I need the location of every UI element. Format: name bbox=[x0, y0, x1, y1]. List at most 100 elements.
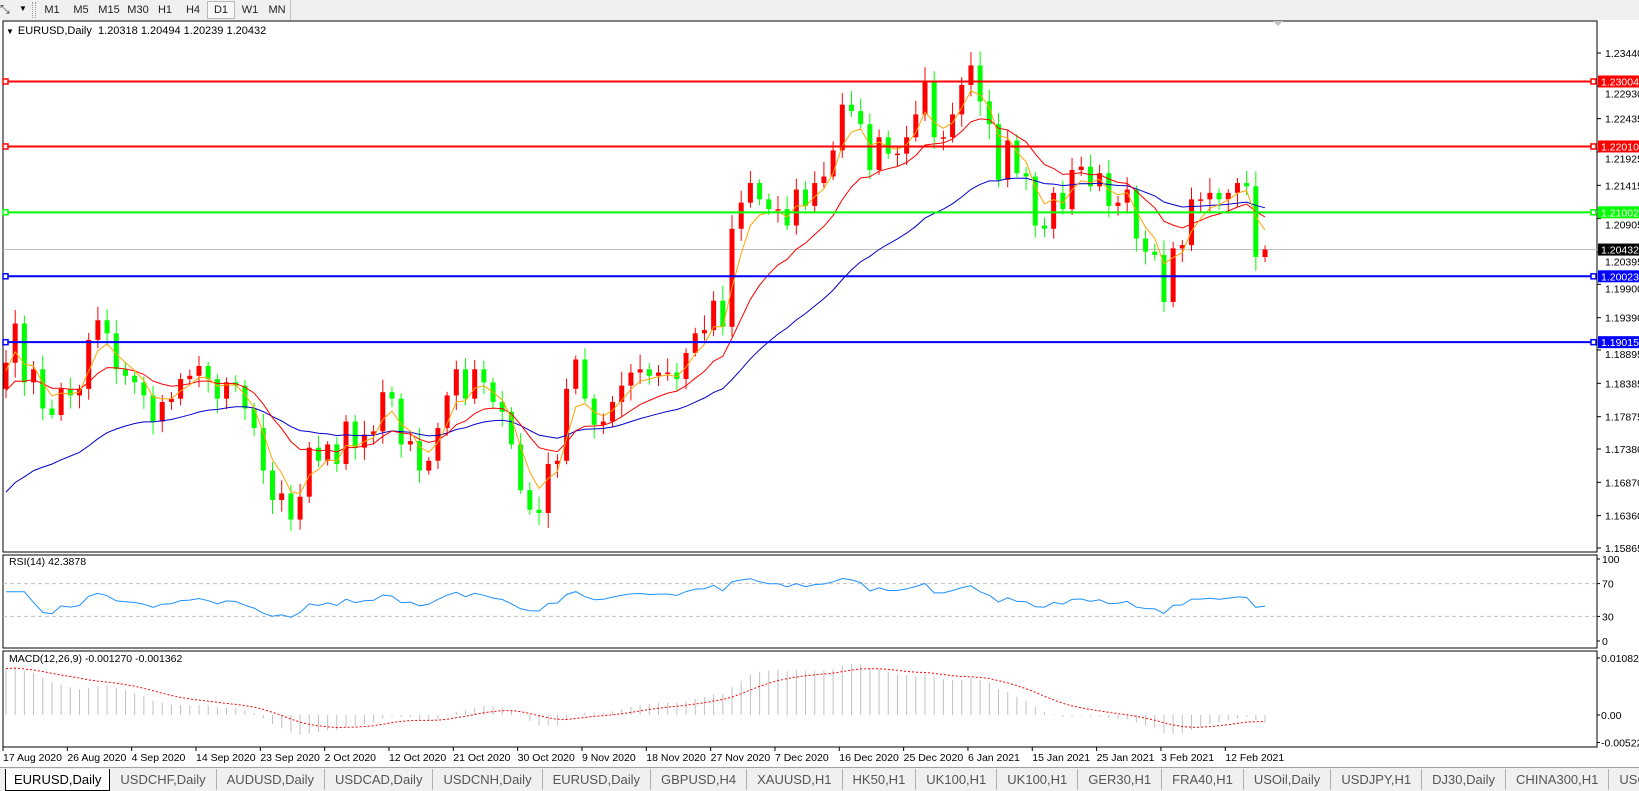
candle bbox=[518, 433, 524, 494]
candle-body bbox=[113, 333, 119, 370]
candle-body bbox=[224, 382, 230, 399]
candle bbox=[1179, 240, 1185, 263]
chart-tab[interactable]: USDCNH,Daily bbox=[433, 769, 543, 790]
timeframe-button-h1[interactable]: H1 bbox=[157, 4, 173, 16]
candle-body bbox=[894, 153, 900, 156]
chevron-down-icon[interactable]: ▼ bbox=[19, 4, 27, 13]
candle bbox=[527, 481, 533, 515]
candle bbox=[573, 355, 579, 395]
timeframe-button-h4[interactable]: H4 bbox=[185, 4, 201, 16]
candle-body bbox=[655, 372, 661, 376]
candle bbox=[655, 365, 661, 387]
candle-body bbox=[646, 369, 652, 376]
level-price-label: 1.23004 bbox=[1601, 76, 1639, 88]
candle bbox=[214, 374, 220, 414]
rsi-tick-label: 30 bbox=[1602, 611, 1614, 623]
chart-tab[interactable]: USDJPY,H1 bbox=[1331, 769, 1423, 790]
candle-body bbox=[343, 421, 349, 465]
candle bbox=[205, 361, 211, 393]
chart-window[interactable]: 1.23440 1.22930 1.22435 1.21925 1.21415 1.209… bbox=[0, 0, 1639, 767]
candle bbox=[187, 369, 193, 386]
chart-tab[interactable]: HK50,H1 bbox=[843, 769, 917, 790]
chart-tab[interactable]: GBPUSD,H4 bbox=[651, 769, 748, 790]
timeframe-button-m15[interactable]: M15 bbox=[98, 4, 120, 16]
level-price-label: 1.21002 bbox=[1601, 207, 1639, 219]
chart-tab[interactable]: FRA40,H1 bbox=[1162, 769, 1244, 790]
candle-body bbox=[536, 509, 542, 514]
candle bbox=[1253, 171, 1259, 271]
candle-body bbox=[720, 300, 726, 327]
timeframe-button-w1[interactable]: W1 bbox=[241, 4, 259, 16]
chart-tab[interactable]: GER30,H1 bbox=[1078, 769, 1163, 790]
price-tick-label: 1.23440 bbox=[1605, 48, 1639, 60]
rsi-title: RSI(14) 42.3878 bbox=[9, 556, 87, 568]
chart-tab[interactable]: CHINA300,H1 bbox=[1506, 769, 1610, 790]
candle-body bbox=[1032, 176, 1038, 226]
candle bbox=[1216, 188, 1222, 211]
candle bbox=[306, 441, 312, 503]
candle bbox=[554, 454, 560, 478]
chart-tab[interactable]: XAUUSD,H1 bbox=[747, 769, 843, 790]
candle-body bbox=[58, 388, 64, 416]
candle bbox=[168, 391, 174, 410]
chart-tab[interactable]: DJ30,Daily bbox=[1422, 769, 1507, 790]
chart-tab[interactable]: USDCAD,Daily bbox=[325, 769, 434, 790]
candle-body bbox=[554, 460, 560, 465]
timeframe-button-d1[interactable]: D1 bbox=[207, 1, 235, 19]
time-axis-label: 25 Jan 2021 bbox=[1097, 752, 1155, 764]
time-axis-label: 14 Sep 2020 bbox=[196, 752, 256, 764]
candle-body bbox=[371, 431, 377, 435]
chart-tab[interactable]: EURUSD,Daily bbox=[5, 768, 111, 791]
candle-body bbox=[132, 375, 138, 383]
chart-tab[interactable]: UK100,H1 bbox=[916, 769, 998, 790]
candle-body bbox=[1225, 192, 1231, 200]
caret-down-icon[interactable]: ▼ bbox=[6, 27, 14, 36]
candle-body bbox=[600, 421, 606, 425]
candle bbox=[270, 462, 276, 514]
chart-tab[interactable]: USDCHF,Daily bbox=[110, 769, 217, 790]
candle bbox=[757, 179, 763, 206]
timeframe-button-m5[interactable]: M5 bbox=[73, 4, 89, 16]
candle-body bbox=[573, 359, 579, 389]
candle bbox=[67, 377, 73, 409]
main-panel-frame bbox=[2, 20, 1598, 553]
candle-body bbox=[793, 189, 799, 226]
candle bbox=[747, 171, 753, 208]
candle bbox=[996, 112, 1002, 188]
chart-tab[interactable]: AUDUSD,Daily bbox=[217, 769, 326, 790]
candle bbox=[646, 363, 652, 385]
candle-body bbox=[1234, 183, 1240, 193]
candle bbox=[683, 348, 689, 390]
candle-body bbox=[1198, 199, 1204, 201]
timeframe-button-m30[interactable]: M30 bbox=[127, 4, 149, 16]
level-handle-right bbox=[1590, 209, 1597, 216]
candle-body bbox=[499, 401, 505, 412]
candle-body bbox=[31, 369, 37, 383]
candle-body bbox=[545, 464, 551, 514]
rsi-tick-label: 70 bbox=[1602, 579, 1614, 591]
candle bbox=[931, 71, 937, 150]
candle-body bbox=[1060, 192, 1066, 210]
candle bbox=[417, 428, 423, 483]
candle-body bbox=[1207, 192, 1213, 200]
chart-tab[interactable]: USOil,H1 bbox=[1609, 769, 1639, 790]
candle-body bbox=[435, 428, 441, 461]
time-axis-label: 4 Sep 2020 bbox=[132, 752, 186, 764]
time-axis-label: 15 Jan 2021 bbox=[1032, 752, 1090, 764]
candle-body bbox=[931, 81, 937, 138]
candle bbox=[444, 391, 450, 437]
crosshair-cursor-icon[interactable]: ⤡ bbox=[0, 2, 10, 16]
candle-body bbox=[1023, 173, 1029, 177]
chart-tab[interactable]: USOil,Daily bbox=[1244, 769, 1332, 790]
toolbar-grip[interactable] bbox=[32, 2, 36, 18]
time-axis-label: 16 Dec 2020 bbox=[839, 752, 899, 764]
chart-tab[interactable]: UK100,H1 bbox=[997, 769, 1079, 790]
candle-body bbox=[463, 369, 468, 399]
candle-body bbox=[472, 369, 478, 399]
candle-body bbox=[205, 366, 211, 380]
timeframe-button-m1[interactable]: M1 bbox=[44, 4, 60, 16]
chart-tab[interactable]: EURUSD,Daily bbox=[543, 769, 651, 790]
candle bbox=[352, 415, 358, 460]
candle bbox=[104, 309, 110, 346]
timeframe-button-mn[interactable]: MN bbox=[268, 4, 286, 16]
